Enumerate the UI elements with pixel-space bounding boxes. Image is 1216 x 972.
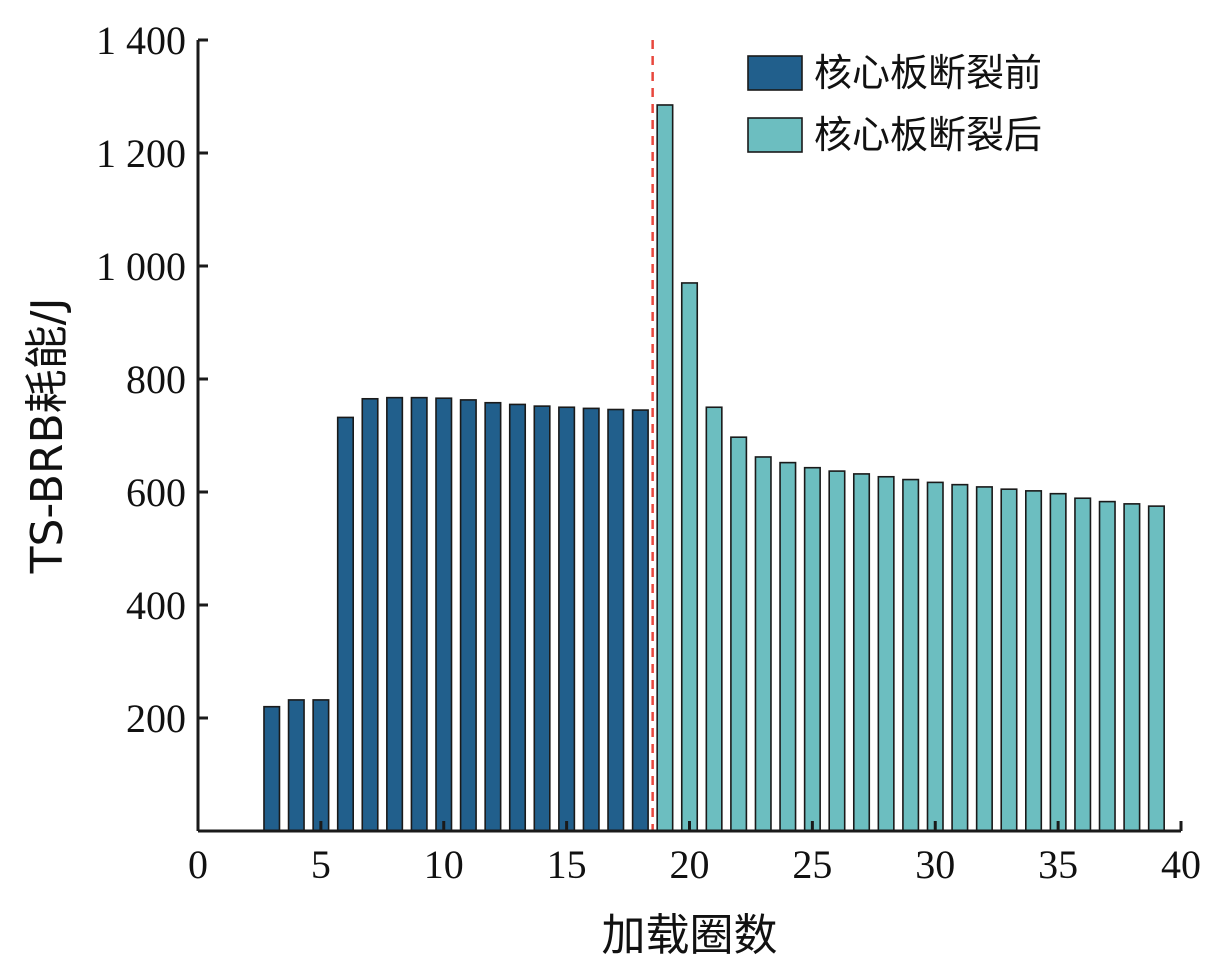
bar-after-19 [656,104,674,832]
x-tick-label: 25 [792,842,832,887]
legend-swatch-before [747,55,803,91]
bar-before-10 [435,397,453,832]
bar-after-33 [1000,488,1018,832]
x-tick-label: 35 [1038,842,1078,887]
legend-swatch-after [747,117,803,153]
bar-before-12 [484,401,502,832]
y-axis: 200 400 600 800 1 000 1 200 1 400 [96,18,208,831]
bar-after-39 [1147,505,1165,832]
x-axis: 0 5 10 15 20 25 30 35 40 [188,821,1201,887]
x-tick-label: 0 [188,842,208,887]
x-tick-label: 10 [424,842,464,887]
x-tick-label: 5 [311,842,331,887]
bar-after-36 [1074,497,1092,832]
bar-before-13 [508,403,527,832]
y-tick-label: 600 [126,470,186,515]
bar-before-15 [558,406,576,832]
bar-before-16 [582,407,600,832]
bar-after-32 [975,486,993,832]
x-tick-label: 30 [915,842,955,887]
bar-before-4 [287,699,305,832]
bar-after-24 [779,461,797,832]
bar-after-29 [902,478,920,832]
x-tick-label: 20 [670,842,710,887]
x-tick-label: 15 [547,842,587,887]
y-tick-label: 1 200 [96,131,186,176]
bar-after-26 [828,470,846,832]
bar-before-5 [312,699,330,832]
bar-before-3 [263,705,281,832]
bar-before-7 [361,397,379,832]
bar-before-11 [459,399,477,832]
bar-before-17 [607,408,625,832]
bar-after-37 [1098,500,1116,832]
bar-after-30 [926,481,944,832]
bar-after-20 [680,282,699,832]
bar-after-31 [951,483,969,832]
bar-after-27 [852,473,871,832]
bar-before-8 [386,396,404,832]
y-tick-label: 1 000 [96,244,186,289]
bar-before-6 [336,416,355,832]
bar-after-25 [803,466,821,832]
bar-after-34 [1025,490,1043,832]
bar-after-38 [1123,503,1141,832]
y-tick-label: 200 [126,696,186,741]
bar-after-35 [1049,492,1067,832]
y-tick-label: 1 400 [96,18,186,63]
x-tick-label: 40 [1161,842,1201,887]
y-tick-label: 800 [126,357,186,402]
bar-after-22 [730,436,748,832]
legend-label-before: 核心板断裂前 [814,51,1042,95]
bar-after-21 [705,406,723,832]
bar-after-28 [877,475,895,832]
bar-before-14 [533,405,551,832]
bar-before-9 [410,396,428,832]
legend-label-after: 核心板断裂后 [814,113,1042,157]
x-axis-title: 加载圈数 [602,910,778,961]
y-axis-title: TS-BRB耗能/J [22,298,73,575]
y-tick-label: 400 [126,583,186,628]
bars-group [263,104,1165,832]
bar-before-18 [631,409,649,832]
bar-after-23 [754,456,772,832]
